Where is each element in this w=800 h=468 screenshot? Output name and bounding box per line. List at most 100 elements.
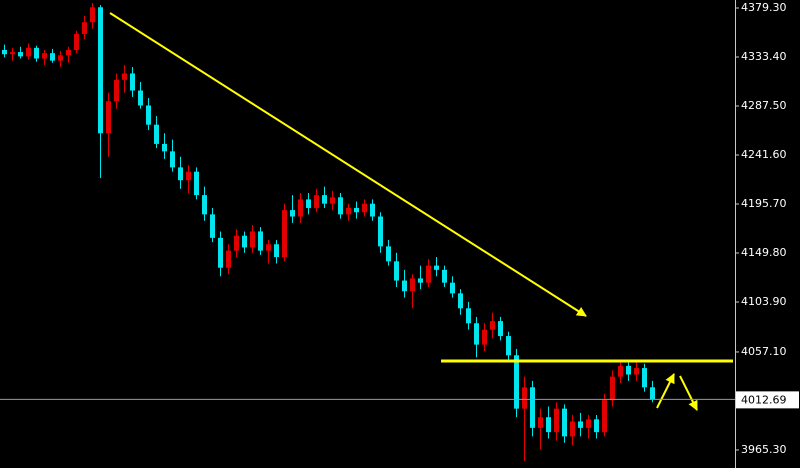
candle-body (418, 278, 423, 283)
candle-body (338, 197, 343, 215)
candle-body (634, 368, 639, 375)
candle-body (266, 244, 271, 251)
y-tick-label: 4379.30 (741, 1, 787, 14)
candle-body (458, 293, 463, 309)
candle-body (154, 124, 159, 144)
candle-body (450, 282, 455, 294)
candle-body (10, 52, 15, 55)
candle-body (434, 265, 439, 270)
candle-body (138, 90, 143, 106)
candle-body (466, 308, 471, 324)
candle-body (50, 53, 55, 61)
candle-body (250, 231, 255, 248)
candle-body (194, 171, 199, 196)
candle-body (58, 55, 63, 61)
candle-body (66, 49, 71, 56)
down-arrow (679, 375, 698, 411)
candle-body (2, 49, 7, 55)
candle-body (578, 421, 583, 428)
candle-body (378, 216, 383, 247)
candle-body (442, 269, 447, 283)
candle-body (186, 171, 191, 181)
candle-body (202, 195, 207, 215)
candle-body (90, 7, 95, 23)
candle-body (114, 79, 119, 102)
candle-body (306, 199, 311, 208)
candle-body (18, 52, 23, 57)
candle-body (546, 417, 551, 433)
candle-body (34, 47, 39, 59)
candle-body (650, 387, 655, 400)
candle-body (242, 235, 247, 248)
candle-body (106, 101, 111, 134)
candle-body (122, 73, 127, 80)
candle-body (98, 7, 103, 134)
candle-body (386, 246, 391, 262)
up-arrow (656, 373, 675, 409)
y-tick-label: 4149.80 (741, 246, 787, 259)
candle-body (330, 197, 335, 204)
y-tick-label: 3965.30 (741, 443, 787, 456)
y-tick-label: 4195.70 (741, 197, 787, 210)
y-tick-label: 4241.60 (741, 148, 787, 161)
candle-body (394, 261, 399, 281)
candles (2, 2, 655, 461)
candle-body (42, 53, 47, 59)
candle-body (490, 321, 495, 330)
candle-body (218, 237, 223, 268)
candle-body (538, 417, 543, 428)
candle-body (146, 105, 151, 125)
candle-body (570, 421, 575, 437)
candle-body (354, 207, 359, 213)
candle-body (282, 210, 287, 258)
candle-body (618, 365, 623, 377)
candle-body (402, 280, 407, 292)
candle-body (74, 33, 79, 50)
candle-body (274, 244, 279, 258)
candle-body (26, 47, 31, 57)
candle-body (426, 265, 431, 283)
candle-body (474, 323, 479, 345)
candle-body (346, 207, 351, 215)
candle-body (610, 376, 615, 401)
candle-body (82, 22, 87, 34)
candle-body (594, 419, 599, 433)
candle-body (178, 167, 183, 181)
candle-body (626, 365, 631, 375)
y-tick-label: 4333.40 (741, 50, 787, 63)
candle-body (298, 199, 303, 217)
candle-body (314, 195, 319, 208)
candle-body (258, 231, 263, 251)
candle-body (162, 143, 167, 152)
candle-body (210, 214, 215, 238)
candle-body (410, 278, 415, 292)
candle-body (482, 329, 487, 345)
last-price-label: 4012.69 (741, 393, 787, 406)
candle-body (370, 203, 375, 217)
candle-body (322, 195, 327, 204)
y-tick-label: 4057.10 (741, 345, 787, 358)
candle-body (290, 210, 295, 217)
candle-body (554, 408, 559, 433)
candle-body (642, 368, 647, 388)
candle-body (506, 336, 511, 356)
candle-body (498, 321, 503, 337)
candle-body (362, 203, 367, 213)
candle-body (562, 408, 567, 437)
trend-arrow (109, 12, 587, 317)
y-tick-label: 4103.90 (741, 295, 787, 308)
last-price-box (736, 391, 799, 409)
candle-body (586, 419, 591, 428)
candle-body (170, 151, 175, 168)
candle-body (130, 73, 135, 91)
candle-body (602, 400, 607, 433)
candle-body (514, 355, 519, 409)
y-tick-label: 4287.50 (741, 99, 787, 112)
candle-body (234, 235, 239, 251)
candle-body (522, 387, 527, 409)
candle-body (530, 387, 535, 428)
candle-body (226, 250, 231, 268)
